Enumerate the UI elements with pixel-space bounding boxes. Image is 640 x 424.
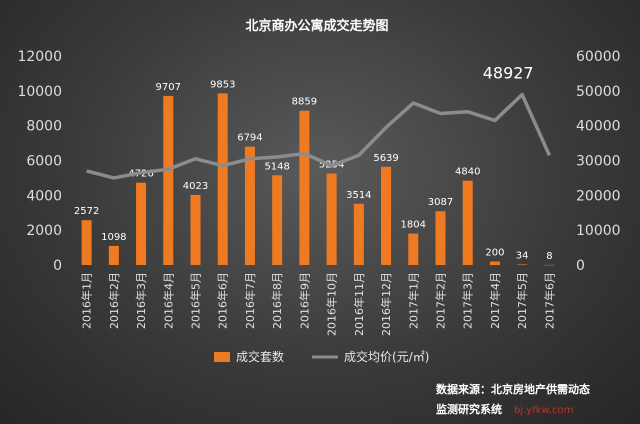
bar-value-label: 6794: [237, 133, 262, 144]
legend-label-line: 成交均价(元/㎡): [344, 349, 429, 364]
bar: [544, 264, 555, 266]
right-axis-tick: 50000: [576, 84, 621, 100]
bar: [326, 173, 337, 265]
bar: [462, 180, 473, 265]
source-line-1: 数据来源：北京房地产供需动态: [436, 382, 590, 396]
bar: [163, 95, 174, 265]
right-axis-tick: 20000: [576, 188, 621, 204]
bar: [108, 245, 119, 265]
bar: [489, 261, 500, 265]
watermark-text: bj.yfkw.com: [514, 405, 573, 416]
bar-value-label: 4840: [455, 167, 480, 178]
right-axis-tick: 30000: [576, 154, 621, 170]
x-axis-tick: 2016年10月: [325, 272, 339, 336]
bar: [217, 93, 228, 265]
line-peak-label: 48927: [483, 64, 534, 83]
bar: [353, 203, 364, 265]
x-axis-tick: 2016年12月: [379, 272, 393, 336]
bar-value-label: 8: [546, 251, 552, 262]
bar-value-label: 5148: [264, 161, 289, 172]
bar: [299, 110, 310, 265]
bar-value-label: 1804: [401, 220, 426, 231]
right-axis-tick: 0: [576, 258, 585, 274]
left-axis-tick: 0: [53, 258, 62, 274]
left-axis-tick: 10000: [17, 84, 62, 100]
right-axis-tick: 40000: [576, 119, 621, 135]
bar-value-label: 200: [485, 248, 504, 259]
bar: [81, 220, 92, 265]
x-axis-tick: 2017年2月: [434, 272, 448, 329]
chart-title: 北京商办公寓成交走势图: [245, 18, 388, 34]
x-axis-tick: 2016年2月: [107, 272, 121, 329]
bar: [435, 211, 446, 265]
x-axis-tick: 2017年6月: [542, 272, 556, 329]
x-axis-tick: 2017年3月: [461, 272, 475, 329]
bar-value-label: 3514: [346, 190, 371, 201]
bar: [136, 182, 147, 265]
x-axis-tick: 2016年11月: [352, 272, 366, 336]
bar-value-label: 3087: [428, 197, 453, 208]
bar-value-label: 9853: [210, 79, 235, 90]
x-axis-tick: 2016年6月: [216, 272, 230, 329]
right-axis-tick: 60000: [576, 49, 621, 65]
x-axis-tick: 2016年7月: [243, 272, 257, 329]
bar: [244, 146, 255, 265]
left-axis-tick: 4000: [26, 188, 62, 204]
bar-value-label: 9707: [156, 82, 181, 93]
legend-swatch-bars: [214, 352, 230, 362]
legend-label-bars: 成交套数: [236, 349, 284, 364]
x-axis-tick: 2017年4月: [488, 272, 502, 329]
bar-value-label: 5639: [373, 153, 398, 164]
bar-value-label: 8859: [292, 97, 317, 108]
source-line-2: 监测研究系统: [436, 402, 502, 416]
x-axis-tick: 2017年1月: [406, 272, 420, 329]
left-axis-tick: 2000: [26, 223, 62, 239]
x-axis-tick: 2016年8月: [270, 272, 284, 329]
bar-value-label: 2572: [74, 206, 99, 217]
bar: [408, 233, 419, 265]
left-axis-tick: 6000: [26, 154, 62, 170]
bar: [190, 194, 201, 265]
left-axis-tick: 12000: [17, 49, 62, 65]
x-axis-tick: 2017年5月: [515, 272, 529, 329]
bar-value-label: 34: [516, 250, 529, 261]
bar-value-label: 4023: [183, 181, 208, 192]
bar: [381, 166, 392, 265]
x-axis-tick: 2016年5月: [189, 272, 203, 329]
right-axis-tick: 10000: [576, 223, 621, 239]
x-axis-tick: 2016年4月: [161, 272, 175, 329]
price-line: [86, 92, 551, 180]
x-axis-tick: 2016年1月: [80, 272, 94, 329]
bar-value-label: 1098: [101, 232, 126, 243]
x-axis-tick: 2016年3月: [134, 272, 148, 329]
bar: [517, 264, 528, 265]
left-axis-tick: 8000: [26, 119, 62, 135]
bar: [272, 175, 283, 265]
x-axis-tick: 2016年9月: [297, 272, 311, 329]
